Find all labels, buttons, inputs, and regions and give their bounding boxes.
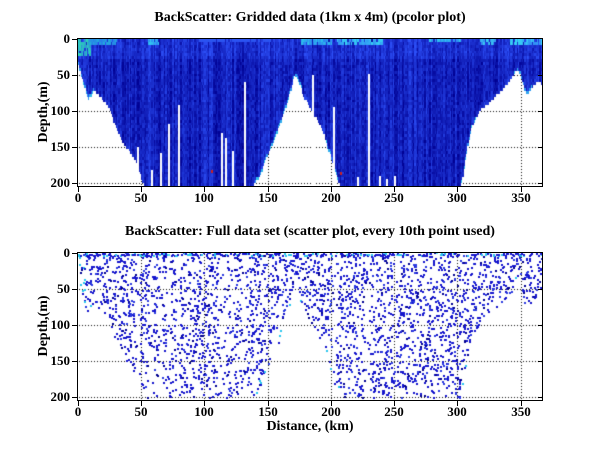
y-tick-mark-right <box>538 361 542 362</box>
y-tick-mark-right <box>538 325 542 326</box>
y-tick-mark <box>72 397 77 398</box>
x-tick-mark <box>457 187 458 192</box>
x-tick-mark <box>268 401 269 406</box>
y-tick-label: 150 <box>50 139 71 154</box>
x-tick-label: 250 <box>384 190 404 205</box>
y-tick-label: 50 <box>57 67 70 82</box>
x-tick-mark <box>141 187 142 192</box>
y-tick-mark <box>72 325 77 326</box>
y-tick-label: 100 <box>50 103 71 118</box>
y-tick-mark-right <box>538 397 542 398</box>
x-tick-mark <box>394 187 395 192</box>
x-tick-mark <box>521 401 522 406</box>
x-tick-mark <box>268 187 269 192</box>
x-tick-mark <box>204 401 205 406</box>
y-tick-label: 50 <box>57 281 70 296</box>
y-tick-mark-right <box>538 289 542 290</box>
y-tick-mark <box>72 75 77 76</box>
x-tick-mark <box>394 401 395 406</box>
x-tick-label: 250 <box>384 404 404 419</box>
scatter-canvas <box>78 253 542 400</box>
y-tick-mark <box>72 253 77 254</box>
y-tick-mark-right <box>538 183 542 184</box>
y-tick-mark-right <box>538 111 542 112</box>
x-tick-label: 0 <box>74 190 82 205</box>
x-tick-label: 50 <box>134 404 148 419</box>
y-tick-mark <box>72 147 77 148</box>
y-tick-mark-right <box>538 147 542 148</box>
y-tick-mark <box>72 111 77 112</box>
y-tick-mark <box>72 39 77 40</box>
x-tick-label: 200 <box>321 190 341 205</box>
y-tick-mark-right <box>538 75 542 76</box>
y-tick-label: 200 <box>50 389 71 404</box>
x-tick-label: 150 <box>258 190 278 205</box>
y-tick-label: 150 <box>50 353 71 368</box>
x-tick-mark <box>521 187 522 192</box>
x-tick-label: 300 <box>447 404 467 419</box>
x-axis-label: Distance, (km) <box>266 419 354 434</box>
x-tick-mark <box>331 187 332 192</box>
y-tick-label: 100 <box>50 317 71 332</box>
x-tick-label: 100 <box>194 190 214 205</box>
y-tick-label: 0 <box>63 31 71 46</box>
y-tick-label: 0 <box>63 245 71 260</box>
x-tick-label: 200 <box>321 404 341 419</box>
x-tick-mark <box>78 187 79 192</box>
x-tick-label: 300 <box>447 190 467 205</box>
x-tick-label: 100 <box>194 404 214 419</box>
x-tick-mark <box>78 401 79 406</box>
y-tick-mark <box>72 289 77 290</box>
scatter-plot-title: BackScatter: Full data set (scatter plot… <box>125 224 495 239</box>
y-tick-label: 200 <box>50 175 71 190</box>
x-tick-mark <box>457 401 458 406</box>
pcolor-plot-title: BackScatter: Gridded data (1km x 4m) (pc… <box>154 10 466 25</box>
x-tick-label: 150 <box>258 404 278 419</box>
x-tick-mark <box>204 187 205 192</box>
x-tick-mark <box>331 401 332 406</box>
y-tick-mark <box>72 361 77 362</box>
x-tick-label: 0 <box>74 404 82 419</box>
x-tick-label: 50 <box>134 190 148 205</box>
x-tick-label: 350 <box>511 190 531 205</box>
pcolor-canvas <box>78 39 542 186</box>
scatter-axes <box>77 252 543 401</box>
pcolor-axes <box>77 38 543 187</box>
y-tick-mark <box>72 183 77 184</box>
x-tick-mark <box>141 401 142 406</box>
x-tick-label: 350 <box>511 404 531 419</box>
